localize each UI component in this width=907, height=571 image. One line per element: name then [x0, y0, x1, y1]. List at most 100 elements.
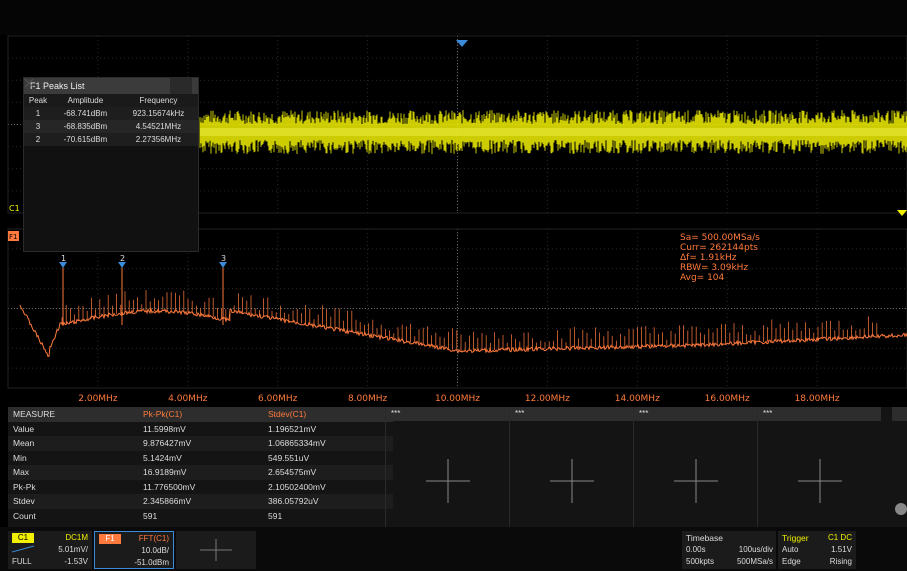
bottom-status-bar: C1 DC1M 5.01mV/ FULL -1.53V F1 FFT(C1) 1… [0, 527, 907, 571]
row-label: Value [13, 423, 35, 434]
row-label: Min [13, 452, 27, 463]
peak-index: 2 [24, 133, 52, 146]
add-icon[interactable] [549, 459, 594, 504]
slot-label: *** [386, 407, 509, 421]
fft-rbw: RBW= 3.09kHz [680, 263, 749, 273]
peak-frequency: 2.27356MHz [118, 133, 198, 146]
peaks-col-amplitude: Amplitude [51, 94, 119, 107]
freq-tick-label: 18.00MHz [795, 394, 840, 404]
fft-grid [7, 228, 907, 389]
fft-info: Sa= 500.00MSa/s Curr= 262144pts Δf= 1.91… [680, 233, 760, 283]
table-row[interactable]: 1 -68.741dBm 923.15674kHz [24, 107, 198, 120]
add-icon[interactable] [425, 459, 470, 504]
row-label: Pk-Pk [13, 481, 36, 492]
measure-col-pkpk[interactable]: Pk-Pk(C1) [138, 407, 263, 422]
stdev-value: 386.05792uV [263, 494, 393, 509]
measure-slot[interactable]: *** [757, 407, 881, 527]
measure-title: MEASURE [8, 407, 138, 422]
fft-sample-rate: Sa= 500.00MSa/s [680, 233, 760, 243]
fft-average: Avg= 104 [680, 273, 725, 283]
peak-index: 1 [24, 107, 52, 120]
channel-c1-box[interactable]: C1 DC1M 5.01mV/ FULL -1.53V [8, 531, 92, 569]
menu-toggle-icon[interactable] [895, 503, 907, 515]
channel-f1-box[interactable]: F1 FFT(C1) 10.0dB/ -51.0dBm [94, 531, 174, 569]
table-row[interactable]: 2 -70.615dBm 2.27356MHz [24, 133, 198, 146]
stdev-value: 1.196521mV [268, 423, 317, 434]
stdev-value: 2.10502400mV [268, 481, 326, 492]
pkpk-value: 591 [143, 510, 158, 521]
f1-channel-label: F1 [9, 233, 17, 241]
c1-probe-icon [12, 545, 34, 553]
peaks-list-panel[interactable]: F1 Peaks List Peak Amplitude Frequency 1… [23, 77, 199, 252]
row-label: Max [8, 465, 138, 480]
fft-points: Curr= 262144pts [680, 243, 758, 253]
timebase-title: Timebase [686, 533, 724, 543]
timebase-points: 500kpts [686, 557, 715, 566]
slot-label: *** [758, 407, 881, 421]
waveform-display[interactable]: C1 F1 1 2 3 2.00MHz 4.00MHz 6.00MHz 8.00MHz 10.00… [0, 35, 907, 407]
measure-slot[interactable]: *** [385, 407, 509, 527]
peak-marker-icon [118, 262, 126, 268]
peak-frequency: 923.15674kHz [118, 107, 198, 120]
peaks-list-header: F1 Peaks List [24, 78, 198, 94]
trigger-source: C1 DC [827, 533, 852, 542]
timebase-box[interactable]: Timebase 0.00s 100us/div 500kpts 500MSa/… [682, 531, 776, 569]
add-icon[interactable] [200, 539, 232, 561]
peaks-col-peak: Peak [24, 94, 52, 107]
c1-scale: 5.01mV/ [58, 545, 88, 554]
measure-col-stdev[interactable]: Stdev(C1) [263, 407, 393, 422]
pkpk-value: 16.9189mV [138, 465, 263, 480]
table-row: Max 16.9189mV 2.654575mV [8, 465, 393, 480]
trigger-slope: Rising [829, 557, 852, 566]
c1-coupling: DC1M [65, 533, 88, 542]
trigger-position-icon [456, 40, 468, 47]
trigger-mode: Auto [782, 545, 799, 554]
c1-tag: C1 [12, 533, 34, 543]
f1-channel-marker [8, 231, 19, 241]
c1-waveform-core [200, 128, 907, 136]
trigger-type: Edge [782, 557, 801, 566]
add-icon[interactable] [797, 459, 842, 504]
c1-bandwidth: FULL [12, 557, 32, 566]
freq-tick-label: 14.00MHz [615, 394, 660, 404]
trigger-box[interactable]: Trigger C1 DC Auto 1.51V Edge Rising [778, 531, 856, 569]
f1-source: FFT(C1) [138, 534, 169, 543]
fft-delta-f: Δf= 1.91kHz [680, 253, 737, 263]
c1-level-icon [897, 210, 907, 216]
slot-label: *** [634, 407, 757, 421]
peaks-col-frequency: Frequency [118, 94, 198, 107]
measure-slot[interactable]: *** [633, 407, 757, 527]
measure-scroll-handle[interactable] [892, 407, 907, 421]
stdev-value: 549.551uV [268, 452, 310, 463]
peaks-table: Peak Amplitude Frequency 1 -68.741dBm 92… [24, 94, 198, 146]
peak-frequency: 4.54521MHz [118, 120, 198, 133]
c1-channel-label: C1 [9, 204, 20, 213]
timebase-delay: 0.00s [686, 545, 706, 554]
measure-table: MEASURE Pk-Pk(C1) Stdev(C1) Value 11.5998… [8, 407, 393, 523]
table-row: Min 5.1424mV 549.551uV [8, 451, 393, 466]
peak-marker-label: 2 [120, 254, 125, 263]
pkpk-value: 5.1424mV [143, 452, 182, 463]
peaks-list-title: F1 Peaks List [30, 81, 85, 91]
peak-marker-label: 3 [221, 254, 226, 263]
table-row[interactable]: 3 -68.835dBm 4.54521MHz [24, 120, 198, 133]
add-channel-box[interactable] [176, 531, 256, 569]
table-row: Pk-Pk 11.776500mV 2.10502400mV [8, 480, 393, 495]
row-label: Count [13, 510, 36, 521]
trigger-level: 1.51V [831, 545, 852, 554]
measure-panel[interactable]: MEASURE Pk-Pk(C1) Stdev(C1) Value 11.5998… [8, 407, 907, 527]
add-icon[interactable] [673, 459, 718, 504]
f1-tag: F1 [99, 534, 121, 544]
close-icon[interactable] [24, 78, 192, 94]
peak-amplitude: -68.741dBm [51, 107, 119, 120]
freq-tick-label: 6.00MHz [258, 394, 298, 404]
measure-slot[interactable]: *** [509, 407, 633, 527]
fft-harmonic-spikes [61, 290, 878, 351]
table-row: Count 591 591 [8, 509, 393, 524]
peak-index: 3 [24, 120, 52, 133]
peak-amplitude: -70.615dBm [51, 133, 119, 146]
c1-offset: -1.53V [64, 557, 88, 566]
slot-label: *** [510, 407, 633, 421]
timebase-scale: 100us/div [738, 545, 773, 554]
row-label: Stdev [8, 494, 138, 509]
